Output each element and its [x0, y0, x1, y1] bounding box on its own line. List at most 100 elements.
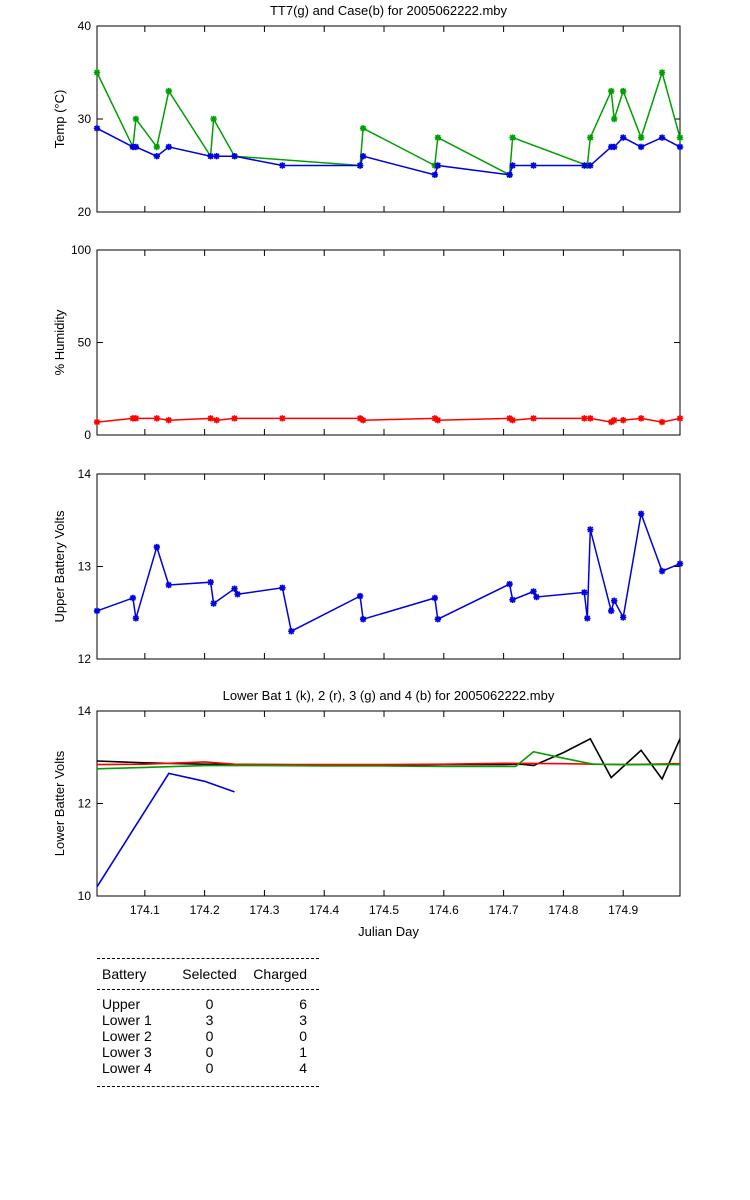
data-point	[279, 415, 286, 422]
data-point	[619, 87, 627, 95]
data-point	[356, 592, 364, 600]
data-point	[581, 162, 588, 169]
data-point	[619, 417, 627, 424]
data-point	[431, 594, 439, 602]
data-point	[676, 415, 684, 422]
table-row: Lower 3 0 1	[97, 1044, 319, 1060]
x-tick-label: 174.4	[309, 903, 339, 917]
data-point	[132, 115, 140, 123]
data-point	[129, 594, 137, 602]
series-4	[96, 772, 235, 888]
data-point	[234, 591, 241, 598]
data-point	[434, 162, 442, 169]
data-point	[658, 567, 666, 575]
x-tick-label: 174.5	[369, 903, 399, 917]
data-point	[207, 153, 214, 160]
data-point	[93, 125, 101, 132]
y-axis-label: Lower Batter Volts	[52, 750, 67, 856]
y-axis-label: % Humidity	[52, 309, 67, 375]
data-point	[153, 153, 160, 160]
series-line	[96, 737, 681, 781]
series-line	[96, 750, 680, 770]
data-point	[637, 143, 645, 151]
x-tick-label: 174.6	[429, 903, 459, 917]
data-point	[533, 593, 540, 601]
data-point	[288, 628, 295, 635]
data-point	[611, 417, 618, 424]
data-point	[431, 415, 439, 422]
table-rule-mid	[97, 989, 319, 990]
data-point	[359, 125, 367, 132]
data-point	[619, 614, 627, 621]
y-tick-label: 50	[78, 336, 92, 350]
y-tick-label: 0	[84, 428, 91, 442]
data-point	[231, 415, 238, 422]
cell-charged: 4	[299, 1060, 307, 1076]
y-tick-label: 14	[78, 704, 92, 718]
data-point	[207, 579, 214, 586]
cell-battery: Lower 1	[102, 1012, 152, 1028]
data-point	[608, 87, 615, 95]
series-1	[93, 415, 684, 426]
data-point	[509, 162, 516, 169]
header-selected: Selected	[182, 966, 237, 982]
y-axis-label: Upper Battery Volts	[52, 510, 67, 622]
series-2	[96, 761, 681, 766]
cell-charged: 3	[299, 1012, 307, 1028]
data-point	[132, 615, 140, 622]
data-point	[581, 415, 588, 422]
x-tick-label: 174.7	[489, 903, 519, 917]
data-point	[153, 415, 160, 422]
table-row: Lower 2 0 0	[97, 1028, 319, 1044]
y-tick-label: 30	[78, 112, 92, 126]
table-row: Lower 4 0 4	[97, 1060, 319, 1076]
charts-canvas: 20 30 40 TT7(g) and Case(b) for 2005062222.…	[52, 3, 684, 939]
cell-battery: Upper	[102, 996, 141, 1012]
cell-battery: Lower 2	[102, 1028, 152, 1044]
header-charged: Charged	[253, 966, 307, 982]
x-tick-label: 174.2	[190, 903, 220, 917]
chart-title: Lower Bat 1 (k), 2 (r), 3 (g) and 4 (b) …	[223, 688, 555, 703]
data-point	[132, 143, 140, 151]
y-tick-label: 10	[78, 889, 92, 903]
y-tick-label: 20	[78, 205, 92, 219]
plot-frame	[96, 710, 681, 897]
data-point	[611, 597, 618, 604]
y-tick-label: 100	[71, 243, 91, 257]
y-tick-label: 14	[78, 467, 92, 481]
data-point	[359, 616, 367, 623]
chart-panel-3: 12 13 14 Upper Battery Volts	[52, 467, 684, 666]
y-axis-label: Temp (°C)	[52, 90, 67, 149]
table-body: Upper 0 6 Lower 1 3 3 Lower 2 0 0 Lower …	[97, 990, 319, 1086]
cell-selected: 3	[205, 1012, 214, 1028]
table-row: Lower 1 3 3	[97, 1012, 319, 1028]
data-point	[132, 415, 140, 422]
data-point	[637, 134, 645, 141]
cell-selected: 0	[205, 1028, 214, 1044]
data-point	[587, 526, 594, 533]
series-1	[96, 737, 681, 781]
data-point	[153, 143, 160, 151]
cell-charged: 6	[299, 996, 307, 1012]
data-point	[506, 580, 513, 588]
y-tick-label: 40	[78, 19, 92, 33]
series-1	[93, 510, 684, 635]
data-point	[608, 607, 615, 615]
data-point	[509, 134, 516, 141]
cell-battery: Lower 4	[102, 1060, 152, 1076]
battery-table: Battery Selected Charged Upper 0 6 Lower…	[97, 958, 319, 1087]
data-point	[231, 585, 238, 592]
series-line	[96, 772, 235, 888]
series-2	[93, 125, 684, 178]
data-point	[587, 415, 594, 422]
plot-frame	[96, 25, 681, 213]
data-point	[611, 143, 618, 151]
table-row: Upper 0 6	[97, 996, 319, 1012]
data-point	[434, 134, 442, 141]
x-axis-label: Julian Day	[358, 924, 419, 939]
data-point	[506, 171, 513, 178]
data-point	[93, 418, 101, 426]
data-point	[581, 589, 588, 596]
data-point	[279, 162, 286, 169]
x-tick-label: 174.8	[548, 903, 578, 917]
